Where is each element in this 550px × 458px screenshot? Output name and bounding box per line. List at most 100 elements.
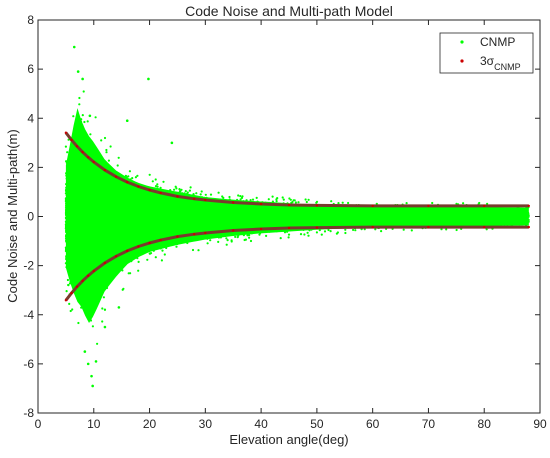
cnmp-point bbox=[90, 236, 93, 239]
cnmp-point bbox=[473, 217, 476, 220]
cnmp-point bbox=[79, 251, 82, 254]
cnmp-point bbox=[77, 262, 80, 266]
cnmp-point bbox=[308, 210, 311, 213]
cnmp-point bbox=[129, 208, 132, 211]
cnmp-point bbox=[308, 229, 311, 232]
cnmp-point bbox=[455, 219, 458, 223]
cnmp-point bbox=[502, 209, 505, 212]
cnmp-point bbox=[192, 221, 195, 224]
cnmp-point bbox=[67, 158, 70, 161]
cnmp-point bbox=[149, 252, 153, 255]
cnmp-point bbox=[112, 235, 115, 238]
cnmp-point bbox=[130, 243, 133, 246]
cnmp-point bbox=[299, 221, 302, 224]
cnmp-point bbox=[454, 216, 457, 219]
cnmp-point bbox=[210, 214, 214, 217]
cnmp-point bbox=[114, 223, 117, 226]
cnmp-point bbox=[72, 174, 75, 177]
cnmp-point bbox=[75, 250, 78, 253]
cnmp-point bbox=[70, 210, 73, 213]
cnmp-point bbox=[175, 245, 178, 248]
cnmp-point bbox=[493, 216, 496, 219]
cnmp-point bbox=[97, 190, 100, 193]
cnmp-point bbox=[89, 213, 92, 216]
cnmp-point bbox=[136, 257, 139, 260]
cnmp-point bbox=[463, 210, 466, 213]
cnmp-point bbox=[86, 179, 90, 182]
cnmp-point bbox=[460, 214, 463, 217]
cnmp-point bbox=[177, 240, 180, 243]
cnmp-point bbox=[161, 195, 165, 198]
cnmp-point bbox=[175, 199, 178, 202]
cnmp-point bbox=[90, 229, 93, 232]
cnmp-point bbox=[224, 234, 227, 237]
cnmp-point bbox=[83, 179, 86, 182]
cnmp-point bbox=[303, 215, 307, 218]
cnmp-point bbox=[171, 229, 174, 232]
cnmp-point bbox=[92, 205, 95, 208]
cnmp-point bbox=[452, 221, 455, 225]
cnmp-point bbox=[118, 217, 121, 221]
cnmp-point bbox=[102, 188, 105, 191]
cnmp-point bbox=[499, 222, 502, 225]
cnmp-point bbox=[86, 120, 89, 123]
cnmp-point bbox=[219, 218, 222, 221]
cnmp-point bbox=[303, 212, 306, 215]
cnmp-point bbox=[318, 212, 321, 216]
cnmp-point bbox=[65, 193, 68, 197]
cnmp-point bbox=[65, 255, 68, 259]
cnmp-point bbox=[110, 204, 113, 207]
cnmp-point bbox=[217, 226, 220, 229]
cnmp-point bbox=[507, 221, 510, 224]
cnmp-point bbox=[240, 196, 244, 199]
cnmp-point bbox=[158, 202, 161, 205]
cnmp-point bbox=[301, 212, 304, 215]
cnmp-point bbox=[67, 251, 70, 254]
cnmp-point bbox=[234, 235, 237, 238]
cnmp-point bbox=[150, 193, 153, 196]
cnmp-point bbox=[68, 235, 71, 238]
cnmp-point bbox=[481, 210, 484, 213]
cnmp-point bbox=[97, 209, 100, 212]
cnmp-point bbox=[495, 215, 498, 219]
cnmp-point bbox=[227, 205, 230, 208]
cnmp-point bbox=[68, 302, 71, 305]
cnmp-point bbox=[385, 212, 388, 215]
cnmp-point bbox=[117, 200, 120, 203]
cnmp-point bbox=[275, 200, 278, 203]
cnmp-point bbox=[167, 214, 170, 217]
cnmp-point bbox=[72, 178, 75, 181]
cnmp-point bbox=[241, 232, 244, 235]
cnmp-point bbox=[156, 183, 159, 186]
cnmp-point bbox=[131, 221, 134, 225]
cnmp-point bbox=[195, 228, 198, 231]
cnmp-point bbox=[177, 230, 180, 233]
cnmp-point bbox=[359, 207, 363, 210]
cnmp-point bbox=[106, 241, 109, 244]
cnmp-point bbox=[97, 173, 100, 176]
cnmp-point bbox=[81, 265, 84, 268]
cnmp-point bbox=[165, 215, 168, 218]
cnmp-point bbox=[258, 210, 261, 213]
cnmp-point bbox=[409, 217, 412, 220]
cnmp-point bbox=[178, 228, 181, 231]
cnmp-point bbox=[254, 207, 258, 210]
cnmp-point bbox=[69, 253, 72, 256]
cnmp-point bbox=[107, 190, 110, 193]
cnmp-point bbox=[88, 191, 91, 194]
cnmp-point bbox=[425, 217, 428, 220]
cnmp-point bbox=[188, 204, 191, 207]
cnmp-point bbox=[410, 229, 413, 232]
cnmp-point bbox=[128, 221, 131, 224]
cnmp-point bbox=[356, 213, 359, 217]
cnmp-point bbox=[92, 184, 95, 187]
cnmp-point bbox=[76, 226, 79, 229]
cnmp-point bbox=[249, 199, 252, 202]
cnmp-point bbox=[431, 201, 434, 205]
cnmp-point bbox=[80, 184, 83, 188]
cnmp-point bbox=[88, 285, 91, 288]
cnmp-point bbox=[88, 255, 91, 258]
cnmp-point bbox=[236, 198, 239, 201]
cnmp-point bbox=[134, 176, 137, 179]
cnmp-point bbox=[78, 179, 81, 182]
